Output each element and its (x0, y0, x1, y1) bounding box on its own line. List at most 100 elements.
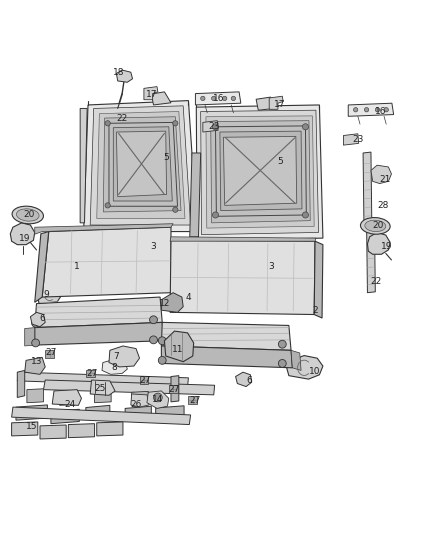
Polygon shape (42, 227, 171, 297)
Text: 15: 15 (26, 422, 38, 431)
Polygon shape (97, 422, 123, 436)
Polygon shape (195, 92, 241, 105)
Text: 24: 24 (64, 400, 75, 408)
Polygon shape (35, 322, 164, 345)
Circle shape (279, 359, 286, 367)
Text: 14: 14 (152, 395, 163, 404)
Circle shape (201, 96, 205, 101)
Text: 18: 18 (113, 68, 124, 77)
Text: 12: 12 (159, 299, 170, 308)
Text: 16: 16 (375, 107, 386, 116)
Text: 23: 23 (208, 122, 219, 131)
Circle shape (32, 339, 39, 347)
Circle shape (150, 336, 157, 344)
Circle shape (279, 340, 286, 348)
Text: 19: 19 (19, 233, 31, 243)
Circle shape (353, 108, 358, 112)
Polygon shape (220, 131, 302, 211)
Text: 23: 23 (352, 135, 364, 144)
Polygon shape (12, 407, 191, 425)
Polygon shape (12, 422, 38, 436)
Polygon shape (97, 111, 185, 219)
Polygon shape (188, 395, 197, 403)
Polygon shape (236, 372, 252, 386)
Circle shape (150, 316, 157, 324)
Ellipse shape (12, 206, 43, 224)
Polygon shape (211, 120, 310, 223)
Text: 17: 17 (274, 100, 286, 109)
Text: 20: 20 (23, 209, 35, 219)
Circle shape (223, 96, 227, 101)
Text: 6: 6 (39, 314, 45, 324)
Polygon shape (52, 390, 81, 405)
Polygon shape (11, 223, 35, 245)
Circle shape (158, 357, 166, 364)
Polygon shape (36, 283, 63, 304)
Text: 22: 22 (117, 114, 128, 123)
Circle shape (105, 120, 110, 126)
Text: 11: 11 (172, 345, 183, 354)
Polygon shape (161, 293, 183, 312)
Polygon shape (125, 406, 151, 419)
Polygon shape (171, 376, 179, 402)
Polygon shape (287, 356, 323, 379)
Polygon shape (196, 105, 323, 240)
Circle shape (212, 96, 216, 101)
Polygon shape (343, 134, 359, 145)
Polygon shape (27, 389, 43, 403)
Circle shape (105, 203, 110, 208)
Text: 21: 21 (379, 175, 391, 184)
Text: 27: 27 (169, 385, 180, 394)
Polygon shape (113, 127, 172, 201)
Polygon shape (25, 328, 35, 346)
Polygon shape (291, 350, 301, 370)
Polygon shape (30, 312, 45, 327)
Polygon shape (169, 385, 177, 393)
Circle shape (212, 212, 219, 218)
Polygon shape (86, 369, 95, 377)
Polygon shape (90, 106, 191, 225)
Circle shape (375, 108, 380, 112)
Text: 5: 5 (277, 157, 283, 166)
Polygon shape (314, 241, 323, 318)
Polygon shape (348, 103, 394, 116)
Polygon shape (17, 370, 25, 398)
Text: 17: 17 (145, 90, 157, 99)
Polygon shape (86, 405, 110, 418)
Polygon shape (117, 131, 166, 197)
Circle shape (173, 120, 178, 126)
Text: 27: 27 (139, 376, 151, 385)
Text: 5: 5 (164, 153, 170, 162)
Text: 8: 8 (111, 364, 117, 372)
Polygon shape (80, 108, 87, 223)
Text: 25: 25 (95, 384, 106, 393)
Ellipse shape (365, 220, 386, 232)
Text: 26: 26 (131, 400, 142, 409)
Text: 7: 7 (113, 351, 119, 360)
Circle shape (173, 207, 178, 212)
Text: 20: 20 (373, 221, 384, 230)
Polygon shape (155, 406, 184, 420)
Polygon shape (201, 110, 318, 235)
Polygon shape (60, 391, 76, 405)
Text: 28: 28 (377, 201, 389, 210)
Circle shape (302, 212, 308, 218)
Text: 22: 22 (371, 277, 382, 286)
Circle shape (212, 124, 219, 130)
Polygon shape (164, 331, 194, 362)
Polygon shape (131, 394, 149, 407)
Polygon shape (17, 372, 188, 386)
Polygon shape (144, 87, 158, 100)
Polygon shape (147, 391, 169, 408)
Text: 9: 9 (44, 290, 49, 300)
Polygon shape (140, 376, 148, 384)
Polygon shape (206, 116, 314, 228)
Polygon shape (190, 153, 201, 237)
Polygon shape (269, 96, 283, 109)
Polygon shape (161, 322, 291, 350)
Circle shape (384, 108, 389, 112)
Polygon shape (40, 425, 66, 439)
Polygon shape (203, 120, 218, 132)
Text: 27: 27 (46, 349, 57, 358)
Polygon shape (90, 380, 115, 395)
